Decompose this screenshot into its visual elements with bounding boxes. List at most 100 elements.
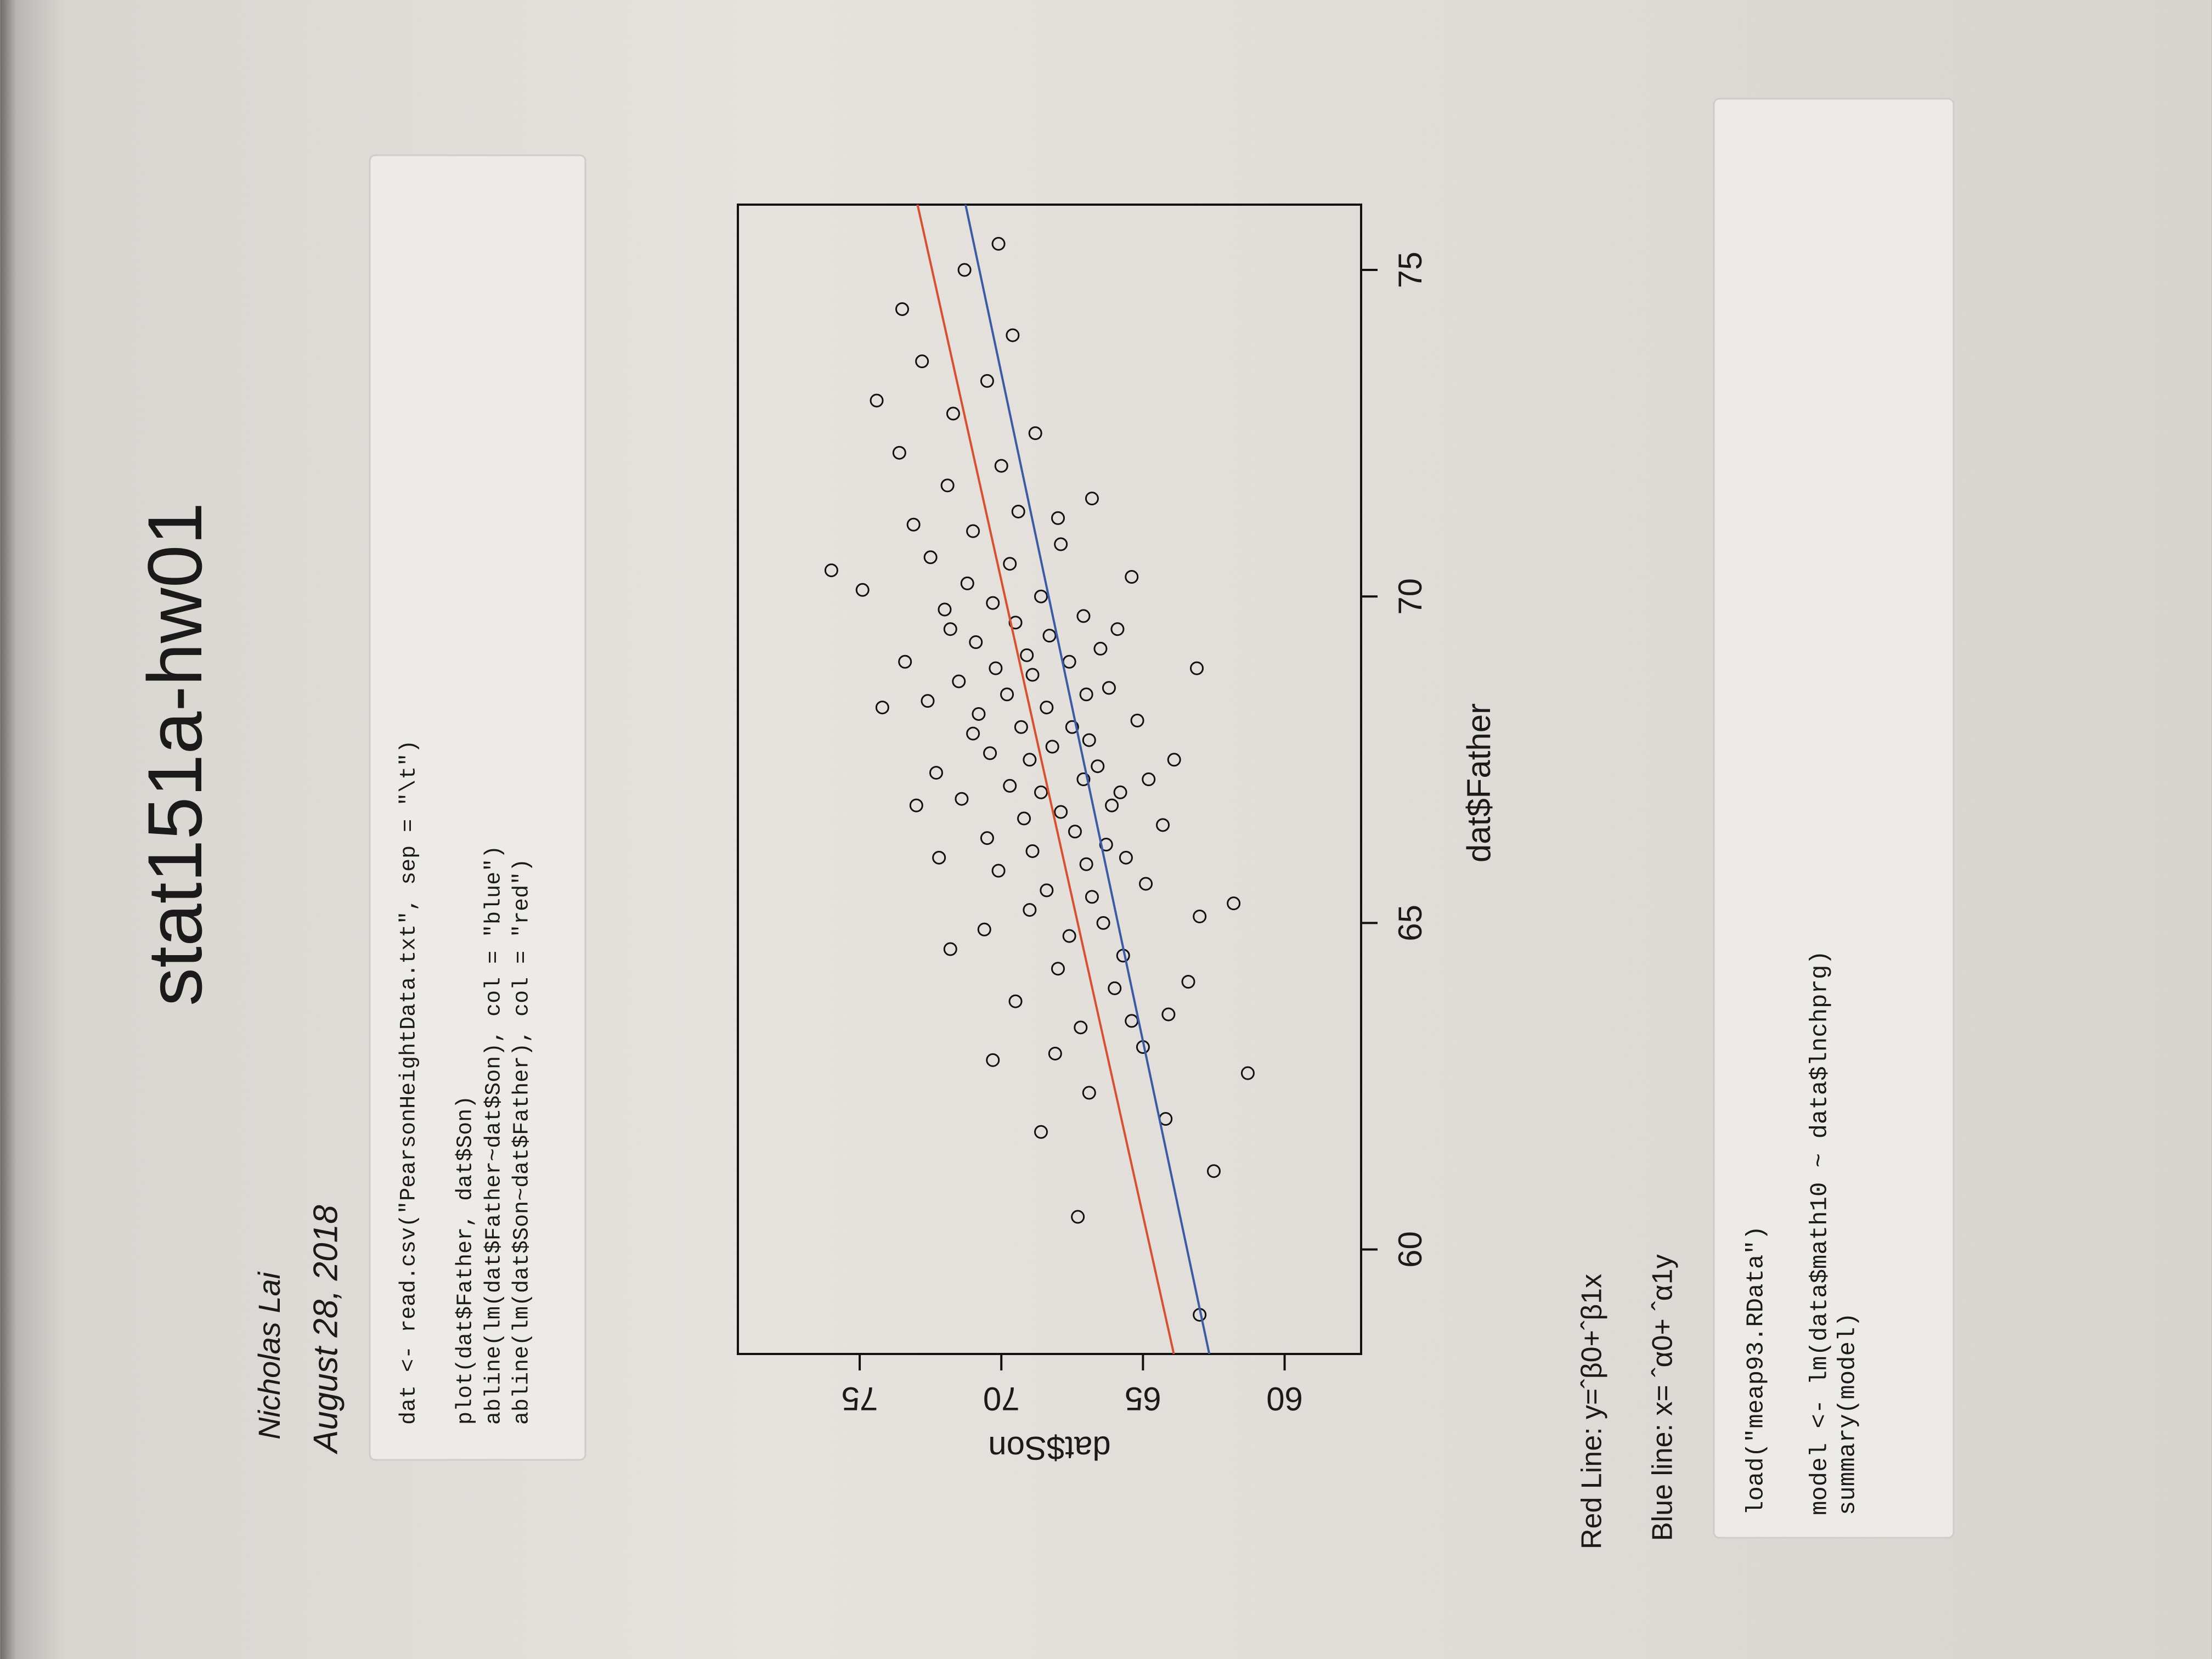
data-point (980, 374, 994, 388)
code-block (1713, 98, 1955, 1539)
data-point (1062, 929, 1076, 943)
data-point (1020, 648, 1034, 662)
data-point (1014, 720, 1028, 734)
data-point (1091, 759, 1105, 774)
code-line: summary(model) (1835, 1312, 1862, 1515)
data-point (1003, 778, 1017, 793)
data-point (986, 596, 1000, 610)
data-point (1003, 557, 1017, 571)
data-point (938, 602, 952, 617)
data-point (1099, 838, 1113, 852)
data-point (870, 393, 884, 408)
data-point (1110, 622, 1125, 636)
data-point (969, 635, 983, 650)
y-tick-label: 70 (983, 1380, 1020, 1417)
data-point (1139, 877, 1153, 891)
data-point (1206, 1164, 1221, 1178)
data-point (892, 445, 906, 460)
data-point (1161, 1007, 1176, 1022)
data-point (986, 1053, 1000, 1067)
data-point (1082, 1086, 1096, 1100)
x-tick-label: 60 (1392, 1231, 1429, 1268)
code-line: abline(lm(dat$Father~dat$Son), col = "bl… (482, 845, 507, 1425)
data-point (943, 622, 957, 636)
data-point (1076, 772, 1091, 786)
code-line: load("meap93.RData") (1743, 1226, 1770, 1515)
data-point (1240, 1066, 1255, 1080)
data-point (1054, 537, 1068, 551)
fit-lines (916, 205, 1211, 1354)
data-point (943, 942, 957, 956)
data-point (966, 524, 980, 538)
data-point (1054, 805, 1068, 819)
data-point (955, 792, 969, 806)
data-point (1119, 850, 1133, 865)
data-point (1065, 720, 1079, 734)
data-point (909, 798, 923, 812)
data-point (1034, 785, 1048, 799)
data-point (1093, 641, 1108, 656)
data-point (929, 766, 943, 780)
data-point (1017, 811, 1031, 826)
date: August 28, 2018 (307, 1205, 345, 1455)
data-point (1051, 962, 1065, 976)
scatter-plot: dat$Father dat$Son 60 65 70 75 60 65 70 75 (737, 204, 1497, 1466)
data-point (1190, 661, 1204, 675)
data-point (952, 674, 966, 689)
data-point (824, 563, 838, 578)
data-point (1045, 740, 1059, 754)
data-point (1023, 753, 1037, 767)
data-point (1040, 701, 1054, 715)
data-point (875, 701, 889, 715)
data-point (855, 583, 870, 597)
data-point (1167, 753, 1181, 767)
data-point (1102, 681, 1116, 695)
data-point (1085, 492, 1099, 506)
code-line: model <- lm(data$math10 ~ data$lnchprg) (1807, 950, 1834, 1515)
y-tick-label: 65 (1125, 1380, 1161, 1417)
code-line: plot(dat$Father, dat$Son) (454, 1096, 478, 1425)
data-point (1000, 687, 1014, 702)
data-point (915, 354, 929, 369)
data-point (1028, 426, 1042, 441)
data-point (1125, 1014, 1139, 1028)
data-point (1011, 504, 1025, 518)
plot-box (737, 204, 1362, 1355)
data-point (1113, 785, 1127, 799)
code-line: dat <- read.csv("PearsonHeightData.txt",… (397, 740, 422, 1425)
data-point (1042, 629, 1057, 643)
data-point (1079, 857, 1093, 871)
data-point (1008, 616, 1023, 630)
data-point (983, 746, 997, 760)
data-point (957, 263, 972, 277)
data-point (991, 236, 1006, 251)
data-point (960, 576, 974, 590)
title: stat151a-hw01 (132, 503, 218, 1006)
data-point (1025, 844, 1040, 858)
data-point (1023, 903, 1037, 917)
data-point (898, 654, 912, 669)
data-point (1105, 798, 1119, 812)
x-tick-label: 65 (1392, 905, 1429, 941)
data-point (989, 661, 1003, 675)
y-tick-label: 75 (842, 1380, 878, 1417)
data-point (1142, 772, 1156, 786)
data-point (921, 694, 935, 708)
code-block (369, 154, 586, 1461)
data-point (980, 831, 994, 845)
y-tick-label: 60 (1266, 1380, 1303, 1417)
data-point (1096, 916, 1110, 930)
data-point (1025, 668, 1040, 682)
data-point (1008, 994, 1023, 1008)
data-point (1048, 1046, 1062, 1060)
data-point (1079, 687, 1093, 702)
data-point (946, 407, 960, 421)
note: Blue line: x= ˆα0+ ˆα1y (1647, 1254, 1679, 1541)
data-point (1130, 713, 1144, 727)
data-point (1071, 1210, 1085, 1224)
data-point (977, 922, 991, 936)
data-point (966, 726, 980, 741)
code-line: abline(lm(dat$Son~dat$Father), col = "re… (510, 859, 535, 1425)
